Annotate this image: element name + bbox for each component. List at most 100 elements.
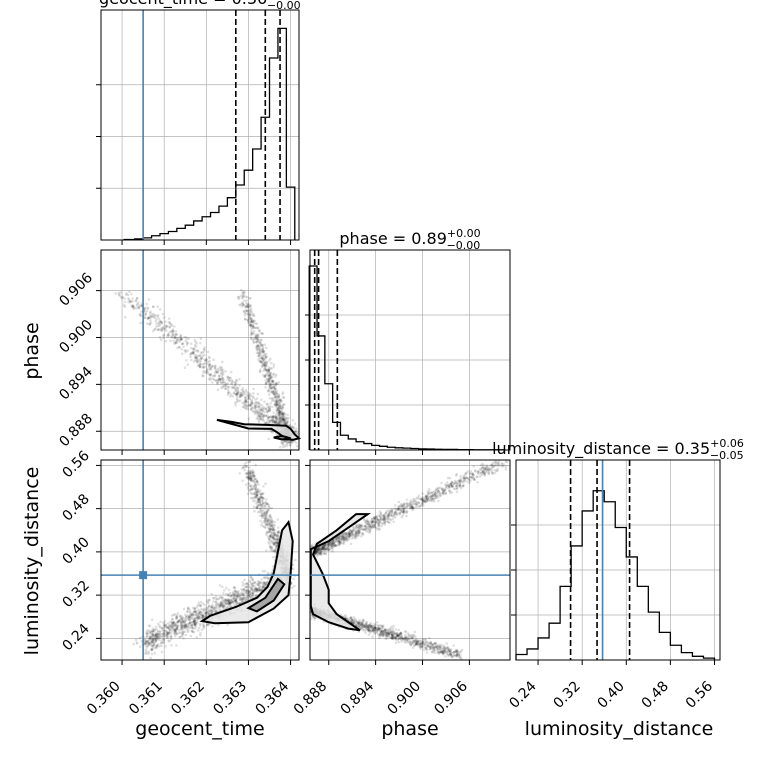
phase-vs-geocent_time-point bbox=[211, 377, 215, 381]
luminosity_distance-vs-phase-point bbox=[352, 527, 355, 531]
phase-vs-geocent_time-point bbox=[153, 315, 156, 318]
phase-vs-geocent_time-point bbox=[171, 328, 175, 331]
phase-vs-geocent_time-point bbox=[180, 342, 184, 346]
phase-vs-geocent_time-point bbox=[278, 411, 282, 414]
luminosity_distance-vs-geocent_time-point bbox=[219, 604, 222, 608]
phase-vs-geocent_time-point bbox=[271, 416, 274, 419]
luminosity_distance-vs-geocent_time-point bbox=[147, 624, 151, 627]
phase-vs-geocent_time-point bbox=[226, 375, 230, 379]
luminosity_distance-vs-phase-point bbox=[496, 469, 499, 472]
luminosity_distance-vs-phase-point bbox=[414, 503, 418, 506]
luminosity_distance-vs-geocent_time-point bbox=[263, 569, 267, 573]
phase-vs-geocent_time-point bbox=[205, 369, 209, 373]
phase-vs-geocent_time-point bbox=[258, 414, 262, 417]
phase-vs-geocent_time-point bbox=[159, 320, 163, 323]
phase-vs-geocent_time-point bbox=[121, 295, 125, 299]
phase-vs-geocent_time-point bbox=[269, 390, 272, 394]
phase-vs-geocent_time-point bbox=[287, 440, 290, 444]
phase-vs-geocent_time-point bbox=[244, 305, 248, 308]
phase-vs-geocent_time-point bbox=[277, 381, 281, 384]
phase-vs-geocent_time-point bbox=[152, 329, 155, 333]
phase-vs-geocent_time-point bbox=[265, 371, 269, 375]
phase-vs-geocent_time-point bbox=[160, 329, 163, 333]
phase-vs-geocent_time-point bbox=[261, 346, 265, 350]
phase-vs-geocent_time-point bbox=[144, 313, 147, 316]
phase-vs-geocent_time-point bbox=[235, 379, 239, 382]
phase-vs-geocent_time-point bbox=[279, 418, 282, 422]
phase-vs-geocent_time-point bbox=[260, 398, 263, 402]
phase-vs-geocent_time-point bbox=[246, 313, 250, 317]
phase-vs-geocent_time-point bbox=[285, 444, 289, 448]
luminosity_distance-vs-phase-point bbox=[454, 487, 457, 491]
phase-vs-geocent_time-point bbox=[278, 417, 282, 421]
luminosity_distance-vs-geocent_time-point bbox=[248, 460, 251, 464]
phase-vs-geocent_time-point bbox=[161, 326, 165, 330]
phase-vs-geocent_time-point bbox=[272, 415, 275, 419]
luminosity_distance-vs-geocent_time-point bbox=[241, 600, 244, 603]
phase-vs-geocent_time-point bbox=[287, 416, 290, 420]
phase-vs-geocent_time-point bbox=[245, 393, 249, 397]
luminosity_distance-vs-phase-point bbox=[327, 548, 330, 552]
phase-vs-geocent_time-point bbox=[198, 363, 202, 367]
phase-vs-geocent_time-point bbox=[193, 338, 197, 342]
phase-vs-geocent_time-point bbox=[192, 350, 196, 354]
luminosity_distance-vs-phase-point bbox=[360, 527, 364, 531]
phase-vs-geocent_time-point bbox=[249, 337, 253, 341]
luminosity_distance-vs-phase-point bbox=[427, 487, 431, 491]
phase-vs-geocent_time-point bbox=[271, 380, 275, 383]
phase-vs-geocent_time-point bbox=[240, 302, 244, 305]
phase-vs-geocent_time-point bbox=[143, 307, 146, 310]
phase-vs-geocent_time-point bbox=[246, 318, 249, 322]
phase-vs-geocent_time-point bbox=[244, 399, 248, 403]
phase-vs-geocent_time-point bbox=[123, 305, 127, 309]
phase-vs-geocent_time-point bbox=[257, 420, 261, 424]
phase-vs-geocent_time-point bbox=[264, 378, 268, 382]
luminosity_distance-vs-phase-point bbox=[500, 462, 504, 465]
luminosity_distance-vs-geocent_time-point bbox=[259, 581, 263, 585]
luminosity_distance-vs-phase-point bbox=[454, 474, 458, 477]
luminosity_distance-vs-geocent_time-point bbox=[255, 480, 259, 484]
phase-vs-geocent_time-point bbox=[260, 409, 264, 412]
phase-vs-geocent_time-point bbox=[167, 317, 171, 320]
luminosity_distance-vs-phase-point bbox=[459, 484, 462, 488]
phase-vs-geocent_time-point bbox=[268, 408, 272, 411]
phase-vs-geocent_time-point bbox=[249, 307, 253, 310]
luminosity_distance-1d-title-base: luminosity_distance = 0.35 bbox=[492, 439, 710, 459]
phase-vs-geocent_time-point bbox=[267, 379, 271, 382]
phase-vs-geocent_time-point bbox=[296, 444, 299, 448]
phase-vs-geocent_time-point bbox=[272, 414, 275, 418]
luminosity_distance-vs-phase-point bbox=[372, 515, 376, 519]
phase-vs-geocent_time-point bbox=[255, 333, 259, 337]
phase-vs-geocent_time-point bbox=[268, 420, 272, 423]
phase-vs-geocent_time-point bbox=[206, 371, 209, 374]
phase-vs-geocent_time-point bbox=[239, 294, 243, 298]
phase-vs-geocent_time-point bbox=[264, 414, 268, 418]
phase-vs-geocent_time-point bbox=[144, 313, 147, 316]
phase-vs-geocent_time-point bbox=[265, 346, 268, 350]
phase-vs-geocent_time-point bbox=[215, 369, 218, 372]
phase-vs-geocent_time-point bbox=[173, 342, 176, 346]
phase-vs-geocent_time-point bbox=[258, 356, 262, 360]
luminosity_distance-vs-geocent_time-point bbox=[241, 581, 244, 584]
phase-vs-geocent_time-point bbox=[250, 401, 253, 405]
luminosity_distance-vs-phase-point bbox=[403, 502, 406, 505]
phase-vs-geocent_time-point bbox=[196, 350, 200, 353]
luminosity_distance-vs-geocent_time-point bbox=[238, 598, 242, 601]
phase-vs-geocent_time-point bbox=[266, 408, 270, 412]
phase-vs-geocent_time-point bbox=[274, 392, 278, 395]
luminosity_distance-vs-geocent_time-point bbox=[145, 644, 148, 647]
phase-vs-geocent_time-point bbox=[228, 391, 231, 395]
phase-vs-geocent_time-point bbox=[185, 337, 189, 341]
phase-vs-geocent_time-point bbox=[286, 419, 289, 423]
phase-vs-geocent_time-point bbox=[250, 317, 253, 321]
phase-vs-geocent_time-point bbox=[262, 406, 265, 409]
luminosity_distance-1d-xtick-label-3: 0.48 bbox=[639, 678, 672, 711]
phase-vs-geocent_time-ytick-label-2: 0.900 bbox=[56, 317, 96, 357]
luminosity_distance-vs-geocent_time-point bbox=[147, 629, 150, 632]
phase-vs-geocent_time-point bbox=[253, 405, 257, 408]
phase-vs-geocent_time-point bbox=[283, 421, 287, 424]
luminosity_distance-vs-geocent_time-point bbox=[223, 598, 227, 601]
phase-vs-geocent_time-point bbox=[224, 382, 227, 386]
luminosity_distance-vs-geocent_time-point bbox=[268, 527, 271, 531]
phase-vs-geocent_time-point bbox=[151, 305, 155, 309]
